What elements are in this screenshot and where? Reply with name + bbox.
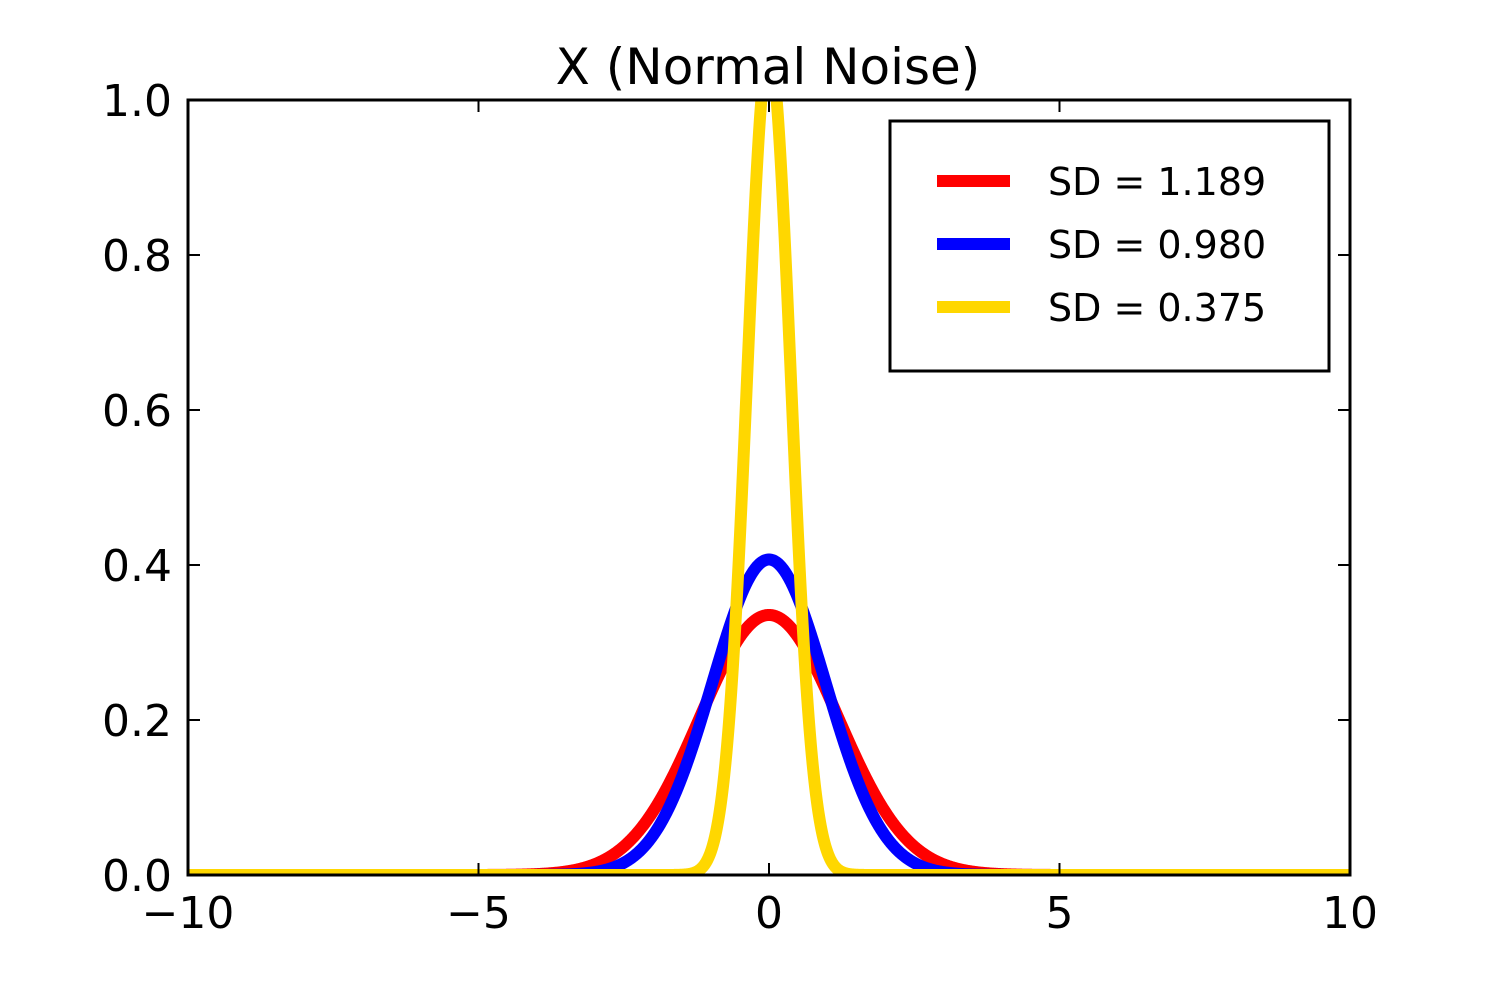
series-line-2	[188, 553, 1350, 875]
plot-frame	[186, 98, 1352, 877]
chart-title: X (Normal Noise)	[556, 38, 981, 96]
y-tick-label: 0.4	[102, 541, 172, 592]
y-tick-label: 0.8	[102, 231, 172, 282]
legend: SD = 1.189 SD = 0.980 SD = 0.375	[888, 119, 1331, 373]
series-line-1	[188, 608, 1350, 875]
legend-label-3: SD = 0.375	[1048, 286, 1266, 330]
legend-label-1: SD = 1.189	[1048, 160, 1266, 204]
legend-label-2: SD = 0.980	[1048, 223, 1266, 267]
x-tick-label: 10	[1322, 888, 1378, 939]
x-tick-label: 5	[1046, 888, 1074, 939]
y-tick-label: 0.2	[102, 696, 172, 747]
y-tick-label: 1.0	[102, 76, 172, 127]
x-tick-label: −10	[142, 888, 235, 939]
ticks-layer: −10 −5 0 5 10 0.0 0.2 0.4 0.6 0.8 1.0	[102, 76, 1378, 939]
x-tick-label: 0	[755, 888, 783, 939]
y-tick-label: 0.0	[102, 851, 172, 902]
x-tick-label: −5	[446, 888, 511, 939]
series-layer	[188, 100, 1350, 875]
y-tick-label: 0.6	[102, 386, 172, 437]
